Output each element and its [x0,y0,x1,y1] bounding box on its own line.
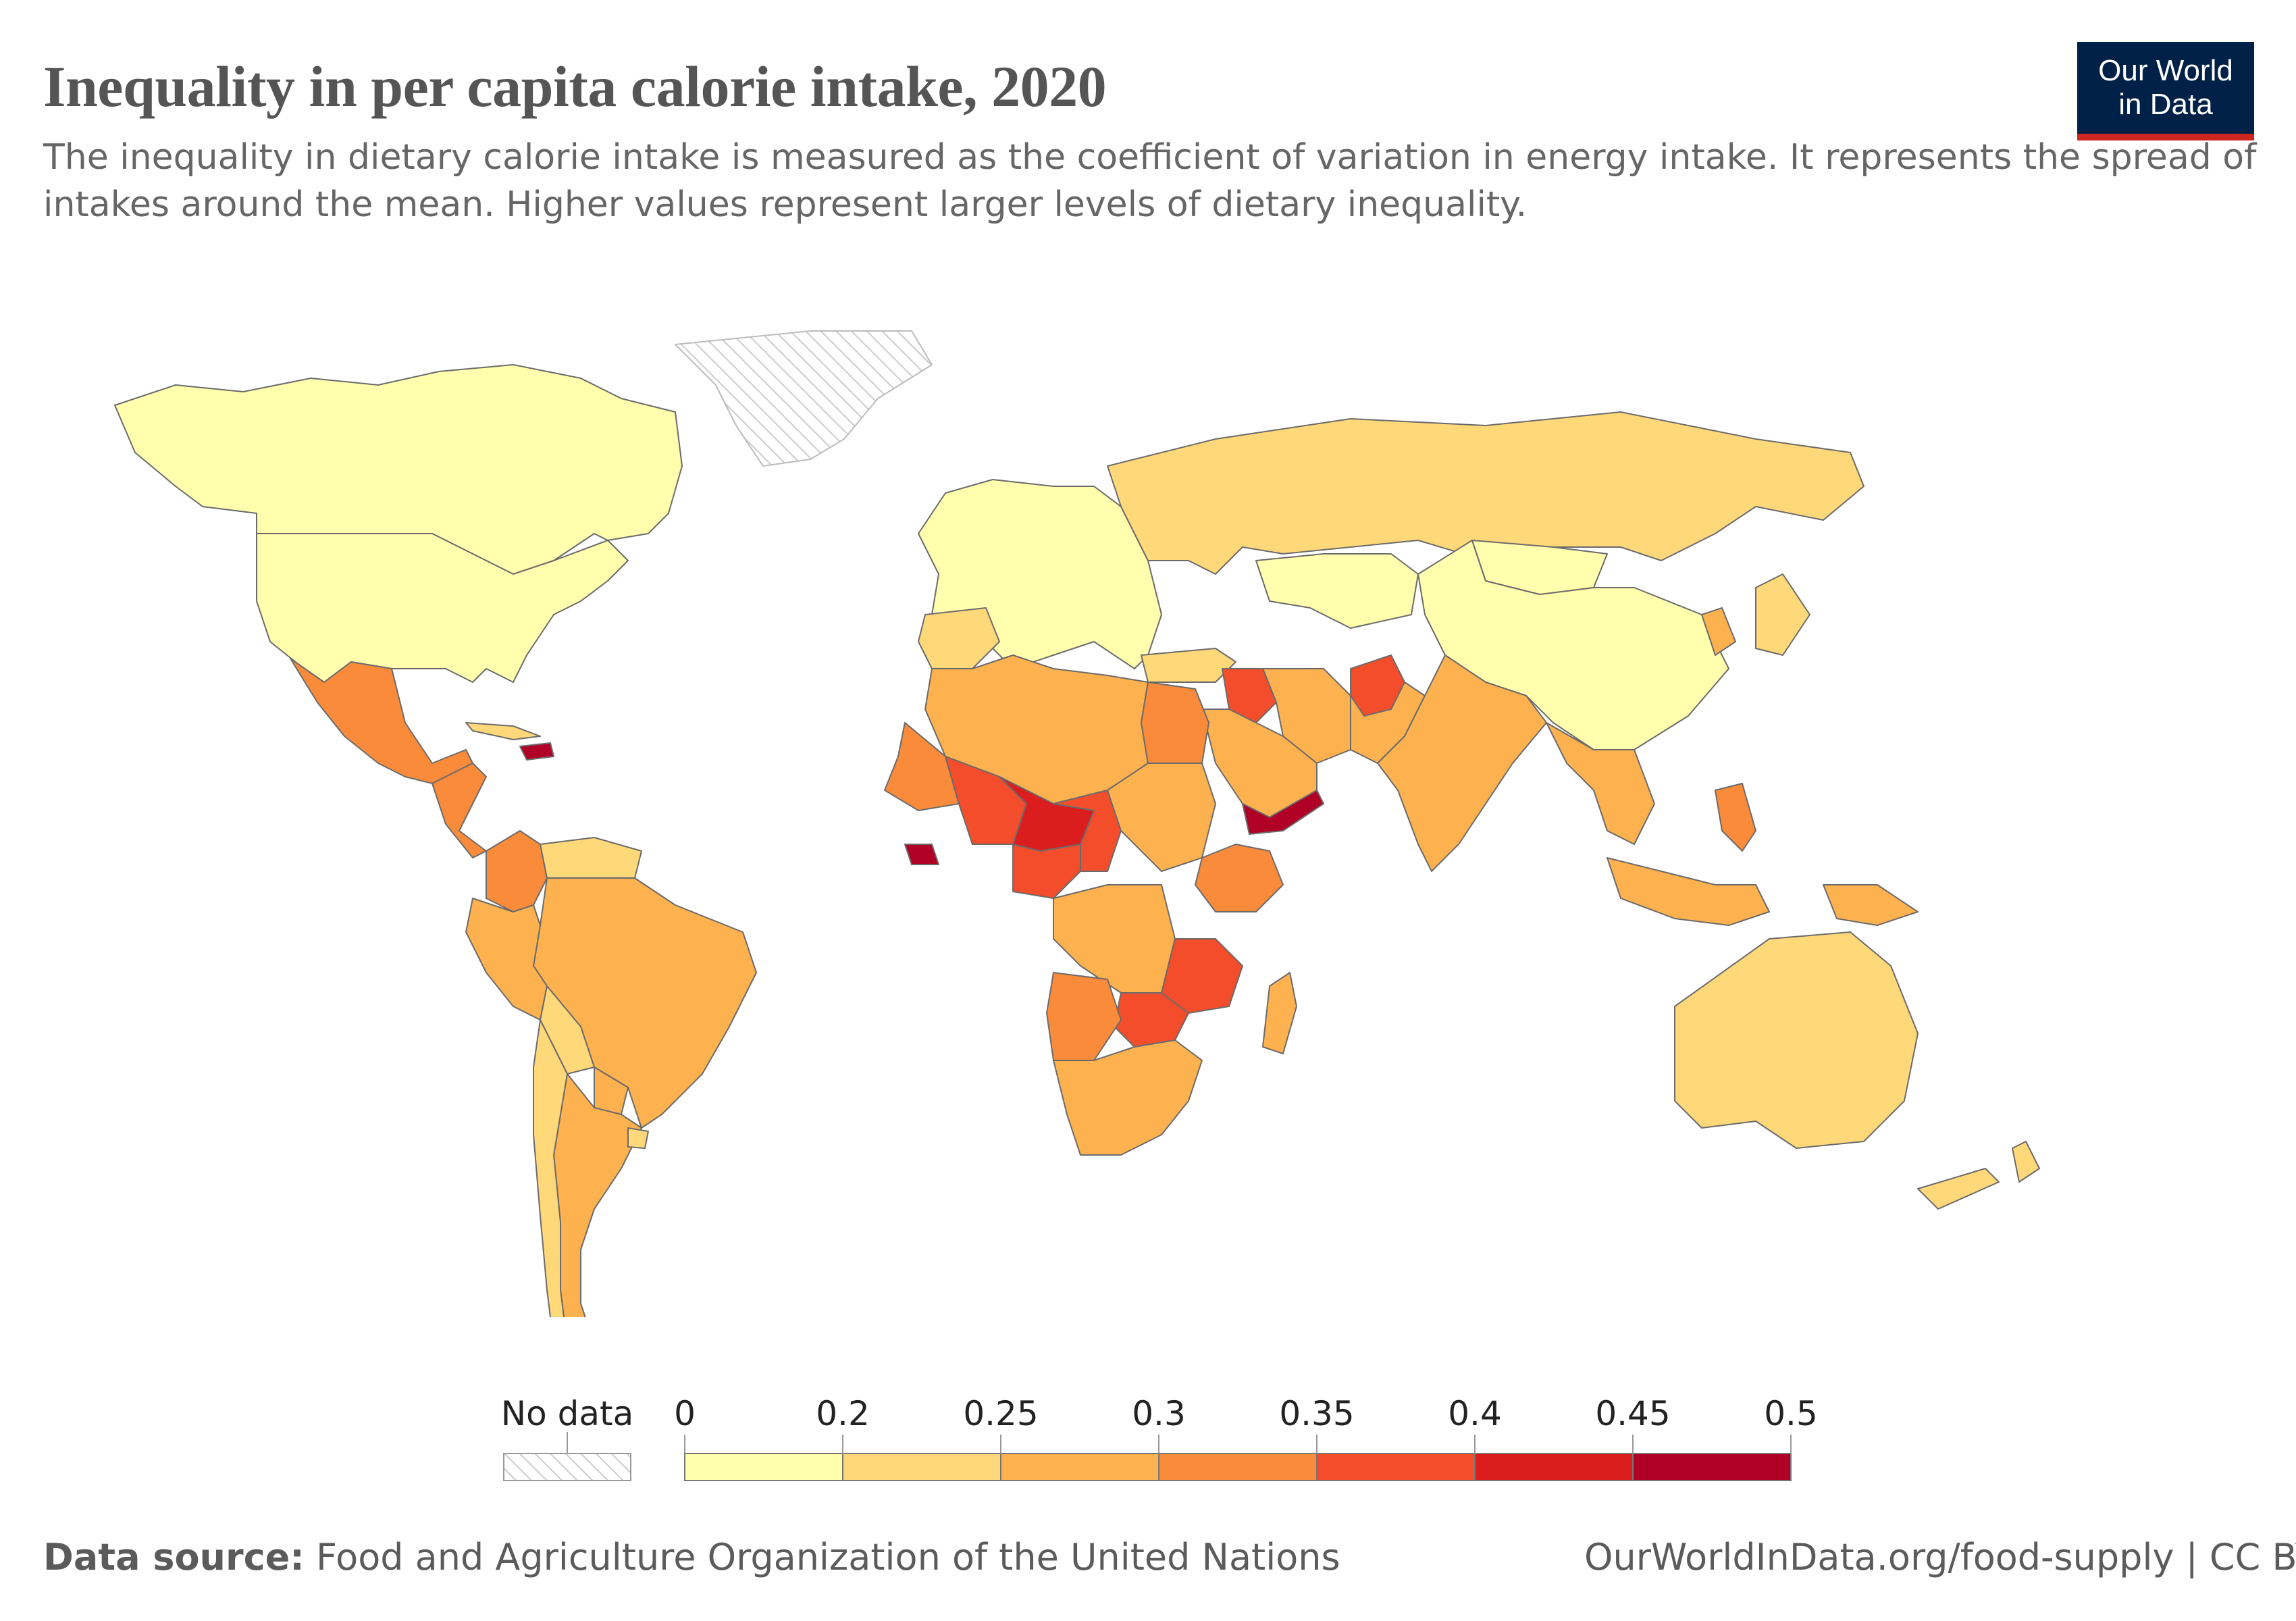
region-australia[interactable] [1674,931,1919,1149]
region-turkey[interactable] [1141,648,1236,683]
legend-bin-4 [1316,1453,1476,1481]
region-united-states[interactable] [256,533,629,683]
chart-subtitle: The inequality in dietary calorie intake… [43,137,2257,225]
region-liberia[interactable] [904,844,939,865]
region-uruguay[interactable] [627,1127,649,1149]
logo-line-2: in Data [2118,88,2213,121]
region-egypt[interactable] [1141,681,1209,764]
region-angola[interactable] [1046,972,1122,1061]
source-url[interactable]: OurWorldInData.org/food-supply | CC BY [1584,1536,2296,1578]
region-greenland[interactable] [675,330,933,467]
data-source-label: Data source: [43,1536,305,1578]
region-mexico[interactable] [290,658,473,784]
region-sudan[interactable] [1107,763,1216,872]
region-india[interactable] [1377,654,1547,872]
legend-bin-6 [1632,1453,1792,1481]
legend-tick-label: 0.2 [816,1394,870,1433]
region-papua-new-guinea[interactable] [1823,884,1919,926]
region-venezuela[interactable] [540,837,642,879]
legend-bin-5 [1474,1453,1634,1481]
legend-tick-label: 0 [674,1394,696,1433]
legend-no-data-swatch [503,1453,631,1481]
legend-tick-label: 0.4 [1448,1394,1502,1433]
region-kazakhstan[interactable] [1255,553,1419,629]
region-canada[interactable] [114,364,683,575]
region-philippines[interactable] [1715,783,1756,852]
region-southeast-asia[interactable] [1546,722,1655,845]
color-legend: No data 0 0.2 0.25 0.3 0.35 0.4 0.45 0.5 [501,1394,1818,1481]
data-source: Data source: Food and Agriculture Organi… [43,1536,1340,1578]
logo-line-1: Our World [2098,54,2233,87]
region-cuba[interactable] [465,722,541,740]
legend-bin-1 [842,1453,1001,1481]
region-central-america[interactable] [432,763,487,858]
legend-tick-label: 0.3 [1132,1394,1186,1433]
region-russia[interactable] [1107,411,1864,575]
region-mongolia[interactable] [1471,540,1608,595]
legend-bin-0 [684,1453,843,1481]
region-haiti[interactable] [519,742,554,761]
region-spain[interactable] [918,607,1000,669]
region-peru[interactable] [465,898,548,1021]
region-yemen[interactable] [1242,790,1324,835]
region-argentina[interactable] [553,1073,642,1317]
chart-title: Inequality in per capita calorie intake,… [43,54,1107,119]
region-chile[interactable] [533,1019,568,1317]
region-iraq[interactable] [1222,668,1277,723]
region-new-zealand[interactable] [1917,1141,2040,1210]
region-japan[interactable] [1755,573,1810,656]
region-iran[interactable] [1262,668,1351,764]
legend-tick-label: 0.25 [963,1394,1038,1433]
legend-tick-label: 0.45 [1595,1394,1670,1433]
legend-tick-label: 0.35 [1279,1394,1354,1433]
region-southern-africa[interactable] [1053,1039,1203,1156]
legend-tick-label: 0.5 [1764,1394,1818,1433]
world-map [114,330,2040,1317]
region-madagascar[interactable] [1262,972,1297,1054]
legend-bin-2 [1000,1453,1159,1481]
region-saudi-arabia[interactable] [1201,709,1317,818]
owid-logo[interactable]: Our World in Data [2077,42,2254,140]
region-indonesia[interactable] [1607,857,1770,926]
data-source-text: Food and Agriculture Organization of the… [304,1536,1340,1578]
legend-no-data-label: No data [501,1394,634,1433]
region-korea[interactable] [1701,607,1736,656]
legend-bin-3 [1158,1453,1317,1481]
region-ethiopia[interactable] [1195,844,1284,912]
region-colombia[interactable] [486,830,548,912]
region-nigeria[interactable] [1012,844,1081,899]
